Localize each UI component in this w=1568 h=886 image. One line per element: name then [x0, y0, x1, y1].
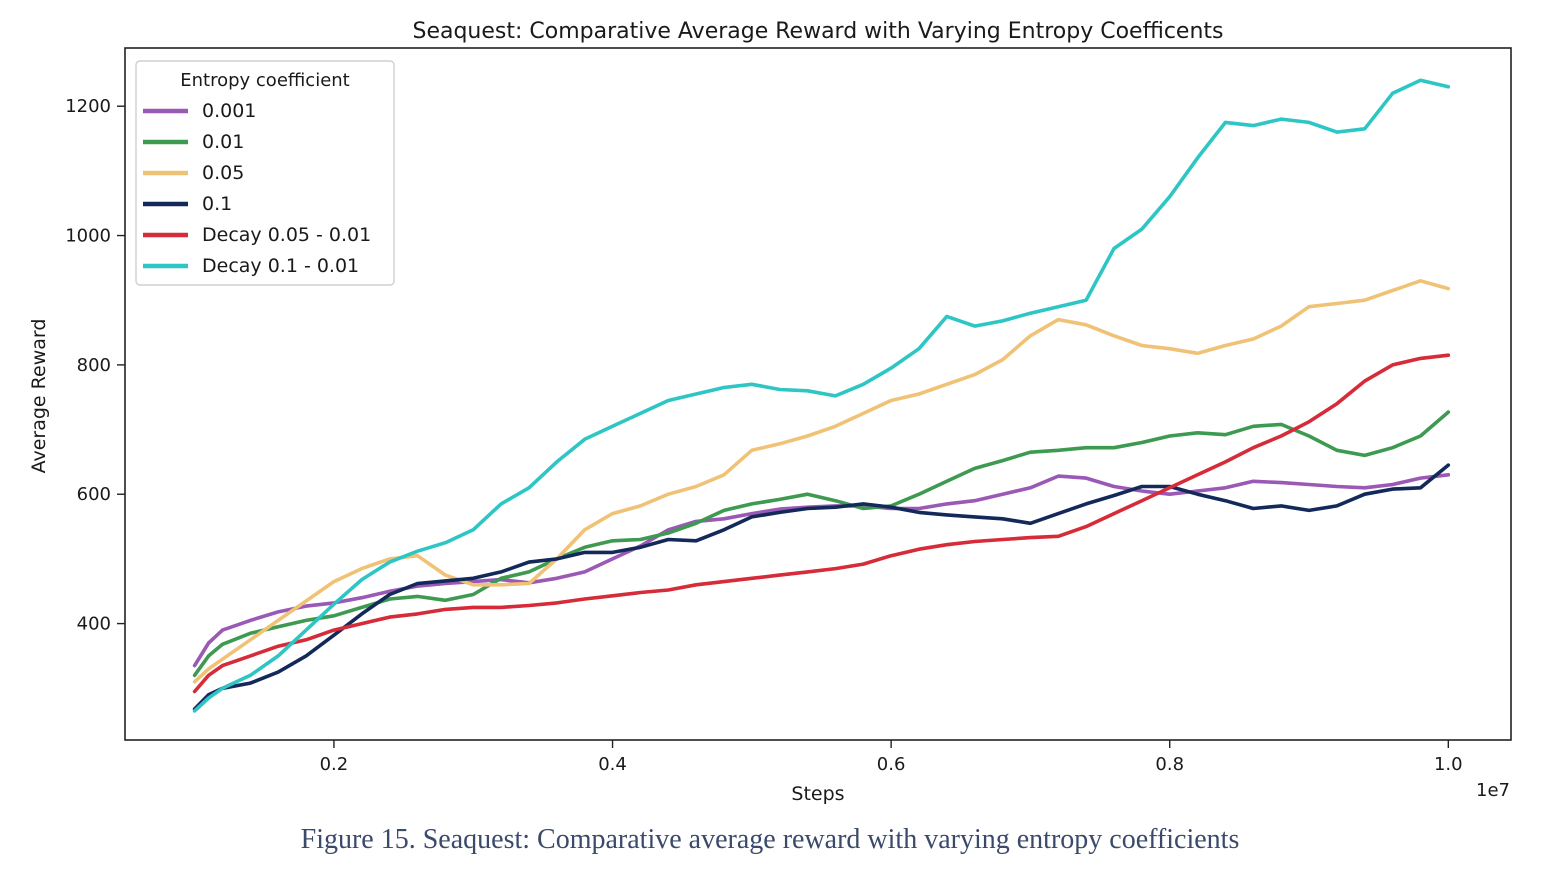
series-line-4	[192, 353, 1451, 694]
series-line-2	[192, 278, 1451, 684]
legend-label: 0.01	[202, 131, 244, 153]
x-axis-label: Steps	[791, 783, 844, 805]
legend-label: 0.1	[202, 193, 232, 215]
chart-title: Seaquest: Comparative Average Reward wit…	[412, 19, 1223, 44]
legend-label: Decay 0.1 - 0.01	[202, 255, 359, 277]
x-offset-text: 1e7	[1476, 780, 1510, 801]
series-line-5	[192, 78, 1451, 713]
y-tick-label: 1000	[65, 226, 111, 247]
axes-layer: 0.2 0.4 0.6 0.8 1.0 400 600 800 1000 1200	[65, 96, 1462, 775]
legend: Entropy coefficient 0.001 0.01 0.05 0.1 Deca…	[135, 60, 395, 286]
legend-title: Entropy coefficient	[180, 70, 349, 91]
series-line-3	[192, 463, 1451, 711]
x-tick-label: 0.6	[877, 754, 906, 775]
legend-label: 0.001	[202, 100, 256, 122]
legend-label: 0.05	[202, 162, 244, 184]
y-axis-label: Average Reward	[28, 319, 50, 474]
legend-frame	[135, 60, 395, 286]
x-tick-label: 0.8	[1155, 754, 1184, 775]
legend-entries: 0.001 0.01 0.05 0.1 Decay 0.05 - 0.01 Decay 0…	[143, 100, 371, 277]
x-tick-label: 0.4	[598, 754, 627, 775]
x-tick-label: 0.2	[320, 754, 349, 775]
x-tick-label: 1.0	[1434, 754, 1463, 775]
figure-caption: Figure 15. Seaquest: Comparative average…	[301, 824, 1240, 855]
y-tick-label: 400	[77, 614, 111, 635]
series-layer	[192, 78, 1451, 713]
y-tick-label: 1200	[65, 96, 111, 117]
y-tick-label: 600	[77, 484, 111, 505]
y-tick-label: 800	[77, 355, 111, 376]
legend-label: Decay 0.05 - 0.01	[202, 224, 371, 246]
